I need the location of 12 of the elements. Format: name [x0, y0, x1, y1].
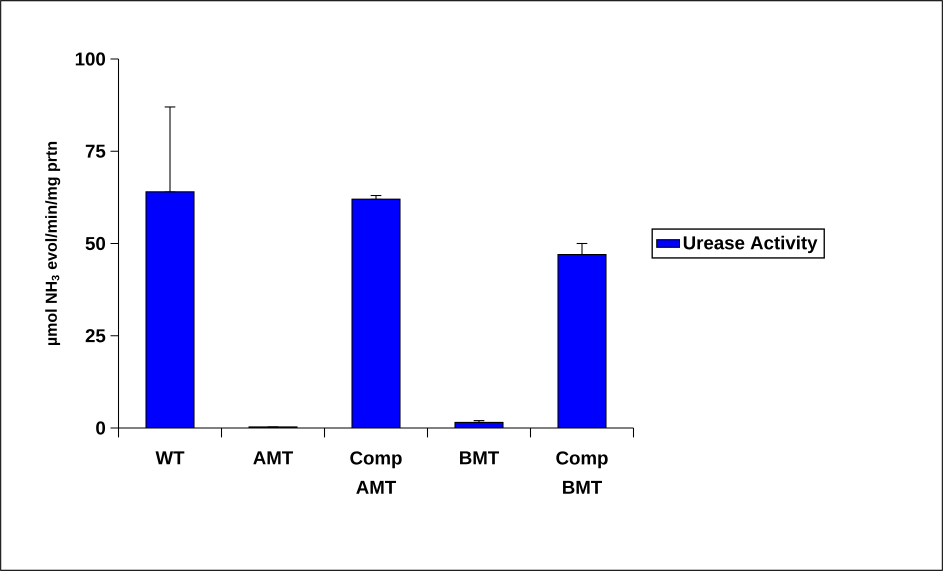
x-tick-label: Comp AMT	[350, 451, 402, 494]
y-tick-label: 75	[86, 144, 106, 158]
x-tick-label: WT	[156, 451, 184, 464]
y-tick-label: 100	[76, 52, 106, 66]
x-tick-label: BMT	[460, 451, 500, 464]
y-tick-label: 25	[86, 329, 106, 342]
y-axis-title: µmol NH$_{3}$ evol/min/mg prtn	[45, 142, 60, 346]
y-tick-label: 0	[96, 421, 106, 435]
y-tick-label: 50	[86, 236, 106, 250]
x-tick-label: Comp BMT	[556, 451, 608, 494]
legend-label: Urease Activity	[684, 236, 818, 254]
x-tick-label: AMT	[253, 451, 294, 464]
